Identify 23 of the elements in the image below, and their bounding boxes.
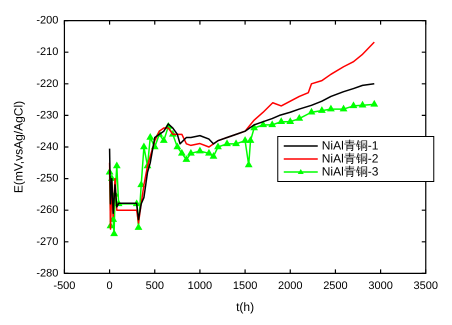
- x-tick-label: 3000: [368, 280, 393, 292]
- y-tick-label: -260: [36, 204, 58, 216]
- x-tick-label: 500: [146, 280, 164, 292]
- x-tick-label: 1000: [188, 280, 212, 292]
- x-axis-title: t(h): [236, 300, 254, 314]
- y-tick-label: -240: [36, 141, 58, 154]
- legend-label: NiAl青铜-2: [322, 151, 379, 166]
- y-tick-label: -250: [36, 172, 58, 185]
- x-tick-label: 3500: [414, 280, 438, 292]
- x-tick-label: 2500: [323, 280, 348, 292]
- y-tick-label: -270: [36, 236, 58, 248]
- y-tick-label: -210: [36, 46, 58, 58]
- legend-label: NiAl青铜-3: [322, 164, 379, 178]
- y-tick-label: -220: [36, 78, 58, 90]
- y-axis-title: E(mV,vsAg/AgCl): [12, 100, 26, 194]
- x-tick-label: 1500: [232, 280, 258, 292]
- y-tick-label: -230: [36, 109, 58, 122]
- y-tick-label: -280: [36, 267, 58, 280]
- x-tick-label: 2000: [278, 280, 302, 292]
- x-tick-label: -500: [53, 280, 76, 292]
- y-tick-label: -200: [36, 14, 58, 27]
- x-tick-label: 0: [106, 280, 113, 292]
- legend-label: NiAl青铜-1: [322, 138, 379, 152]
